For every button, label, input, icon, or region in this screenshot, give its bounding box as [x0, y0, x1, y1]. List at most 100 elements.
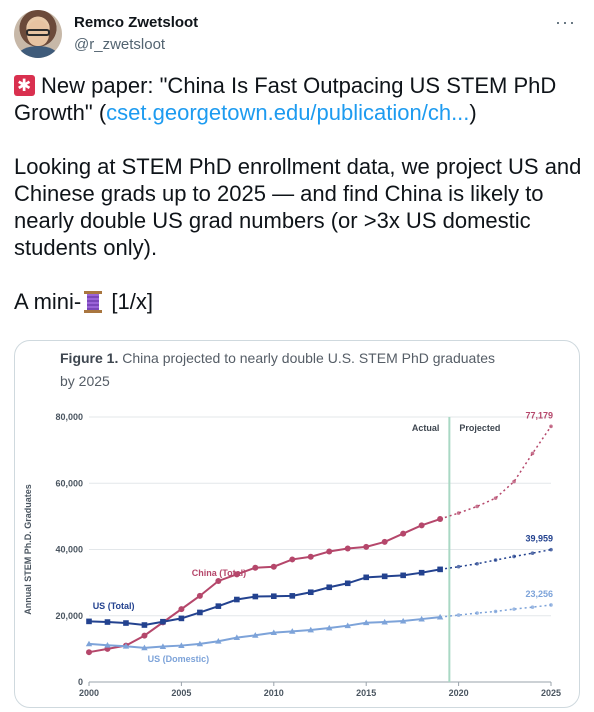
series-label-china-total: China (Total) [192, 568, 246, 578]
projected-point-us-total [530, 551, 535, 555]
end-value-label-us-total: 39,959 [525, 534, 553, 544]
x-tick-label: 2010 [264, 688, 284, 698]
projected-point-us-total [512, 554, 516, 559]
chart-title-figure-number: Figure 1. [60, 350, 119, 366]
data-point-us-total [123, 620, 129, 626]
data-point-china-total [307, 553, 314, 560]
data-point-us-domestic [159, 643, 167, 649]
tweet-line-3-suffix: [1/x] [105, 289, 153, 314]
projected-point-us-total [493, 558, 498, 562]
data-point-china-total [363, 543, 370, 550]
projected-point-us-domestic [530, 605, 535, 609]
data-point-us-total [197, 609, 203, 616]
paragraph-gap [14, 261, 584, 288]
data-point-us-total [400, 572, 406, 579]
pin-emoji-icon [14, 73, 35, 100]
data-point-us-domestic [399, 617, 407, 624]
author-handle[interactable]: @r_zwetsloot [74, 36, 166, 53]
chart-image[interactable]: Figure 1. China projected to nearly doub… [14, 340, 580, 708]
projected-point-us-total [549, 547, 553, 552]
author-name[interactable]: Remco Zwetsloot [74, 14, 199, 31]
data-point-china-total [233, 571, 240, 578]
data-point-us-total [160, 618, 166, 625]
projected-point-us-domestic [456, 613, 461, 617]
actual-label: Actual [412, 423, 440, 433]
data-point-china-total [252, 564, 259, 571]
data-point-china-total [196, 592, 203, 599]
tweet-line-1-prefix: New paper: "China Is Fast Outpacing US S… [14, 73, 557, 125]
data-point-us-total [307, 589, 314, 596]
avatar-shirt [18, 46, 58, 58]
projected-point-us-domestic [493, 609, 498, 614]
tweet-paragraph-2: Looking at STEM PhD enrollment data, we … [14, 154, 582, 260]
y-tick-label: 20,000 [55, 611, 83, 621]
y-tick-label: 80,000 [55, 412, 83, 422]
projected-label: Projected [459, 423, 500, 433]
data-point-china-total [381, 538, 388, 545]
data-point-us-domestic [326, 624, 333, 631]
data-point-us-total [381, 573, 388, 580]
data-point-us-domestic [178, 642, 185, 648]
series-label-us-domestic: US (Domestic) [148, 654, 210, 664]
data-point-us-total [178, 615, 185, 622]
data-point-us-total [289, 593, 296, 599]
series-label-us-total: US (Total) [93, 601, 135, 611]
y-tick-label: 60,000 [55, 478, 83, 488]
projected-point-china-total [549, 424, 553, 429]
data-point-china-total [289, 556, 296, 563]
data-point-us-domestic [307, 626, 314, 633]
data-point-us-domestic [215, 638, 222, 644]
data-point-us-total [86, 618, 92, 625]
series-line-china-total [88, 518, 441, 654]
data-point-us-domestic [122, 643, 130, 649]
projected-point-us-domestic [475, 611, 479, 615]
series-line-us-domestic [88, 616, 441, 649]
data-point-us-domestic [85, 640, 93, 647]
data-point-us-total [104, 619, 111, 625]
projected-point-china-total [530, 451, 535, 456]
projected-point-china-total [493, 496, 498, 500]
data-point-us-domestic [363, 619, 370, 626]
data-point-us-domestic [270, 629, 277, 636]
x-tick-label: 2015 [356, 688, 376, 698]
tweet-line-3-prefix: A mini- [14, 289, 82, 314]
data-point-us-domestic [141, 644, 148, 651]
data-point-us-total [418, 569, 425, 576]
data-point-us-domestic [344, 622, 351, 629]
projected-point-us-domestic [512, 607, 516, 611]
data-point-us-total [437, 566, 443, 573]
data-point-us-domestic [436, 613, 444, 620]
tweet-text: New paper: "China Is Fast Outpacing US S… [14, 72, 584, 315]
tweet-line-1-suffix: ) [469, 100, 477, 125]
data-point-us-domestic [233, 634, 241, 641]
tweet-header: Remco Zwetsloot @r_zwetsloot ··· [14, 10, 580, 60]
avatar[interactable] [14, 10, 62, 58]
x-tick-label: 2025 [541, 688, 561, 698]
data-point-china-total [344, 545, 351, 552]
more-horizontal-icon[interactable]: ··· [555, 12, 576, 32]
end-value-label-china-total: 77,179 [525, 410, 553, 420]
line-chart: 0 20,000 40,000 60,000 80,000 2000 2005 2010 201… [23, 410, 561, 698]
paragraph-gap [14, 126, 584, 153]
data-point-china-total [418, 522, 425, 529]
data-point-china-total [326, 548, 333, 555]
data-point-us-total [215, 603, 222, 609]
data-point-us-domestic [418, 615, 425, 622]
data-point-us-domestic [196, 640, 204, 647]
data-point-china-total [270, 563, 277, 570]
data-point-china-total [86, 649, 92, 656]
projected-point-china-total [475, 504, 479, 509]
y-tick-label: 40,000 [55, 545, 83, 555]
x-tick-label: 2005 [171, 688, 191, 698]
thread-spool-emoji-icon [84, 291, 103, 313]
projected-point-us-total [475, 561, 479, 566]
projected-point-us-total [456, 564, 461, 569]
data-point-us-total [326, 584, 333, 591]
chart-title-text: China projected to nearly double U.S. ST… [60, 350, 496, 389]
paper-link[interactable]: cset.georgetown.edu/publication/ch... [106, 100, 470, 125]
data-point-us-total [234, 596, 240, 603]
end-value-label-us-domestic: 23,256 [525, 589, 553, 599]
data-point-us-total [141, 622, 148, 628]
data-point-china-total [400, 530, 407, 537]
y-tick-label: 0 [78, 677, 83, 687]
